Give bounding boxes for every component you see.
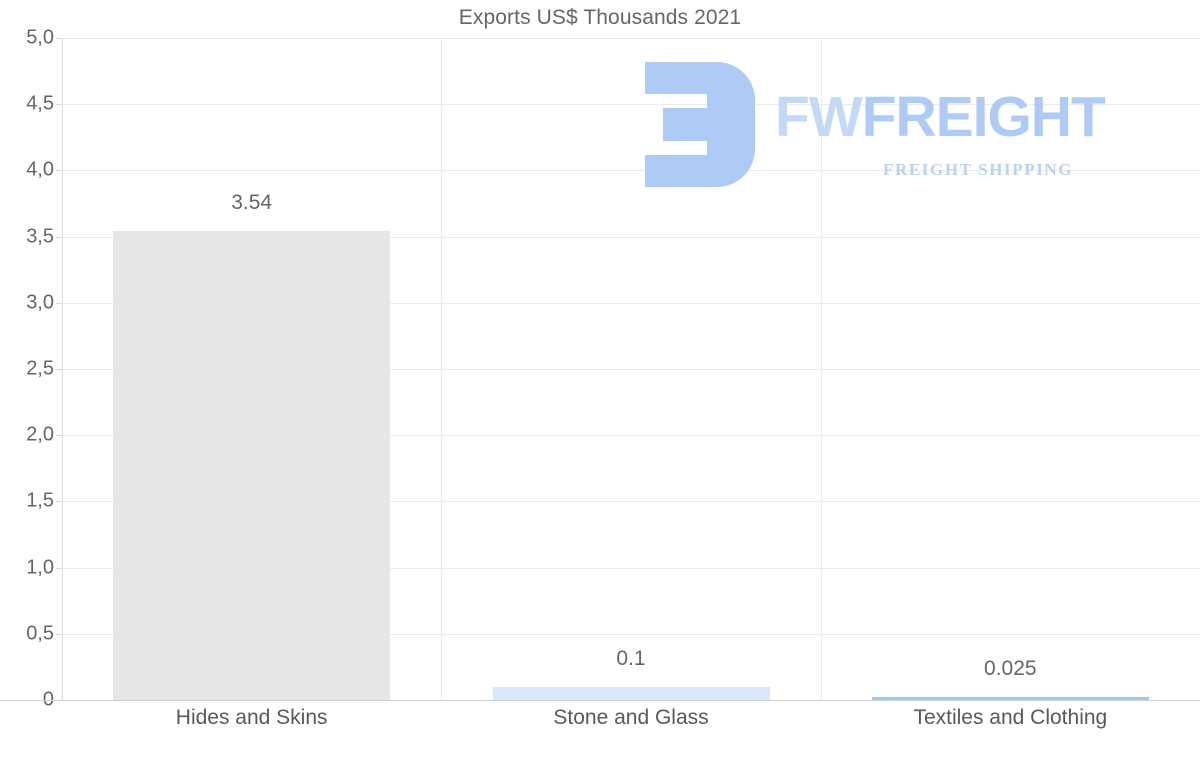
x-axis-category-label: Textiles and Clothing xyxy=(913,706,1108,729)
y-axis-tick xyxy=(56,104,62,106)
plot-area: 00,51,01,52,02,53,03,54,04,55,03.540.10.… xyxy=(26,27,1200,711)
y-axis-tick xyxy=(56,567,62,569)
gridline xyxy=(62,633,1200,635)
x-axis-line xyxy=(0,700,1200,701)
category-separator xyxy=(441,38,442,700)
x-axis-category-label: Stone and Glass xyxy=(553,706,709,729)
gridline xyxy=(62,38,1200,39)
y-axis-tick xyxy=(56,633,62,635)
y-axis-tick-label: 2,0 xyxy=(26,423,54,446)
y-axis-tick-label: 1,0 xyxy=(26,556,54,579)
bar-value-label: 3.54 xyxy=(231,191,273,215)
gridline xyxy=(62,302,1200,304)
bar-value-label: 0.1 xyxy=(616,646,646,670)
gridline xyxy=(62,104,1200,106)
y-axis-tick-label: 4,0 xyxy=(26,158,54,181)
y-axis-tick-label: 2,5 xyxy=(26,357,54,380)
y-axis-tick-label: 0,5 xyxy=(26,622,54,645)
y-axis-tick xyxy=(56,369,62,370)
y-axis-tick xyxy=(56,170,62,172)
chart-title: Exports US$ Thousands 2021 xyxy=(458,6,742,29)
bar[interactable] xyxy=(492,686,770,700)
gridline xyxy=(62,567,1200,569)
y-axis-tick xyxy=(56,302,62,304)
y-axis-tick xyxy=(56,501,62,503)
y-axis-tick-label: 4,5 xyxy=(26,92,54,115)
y-axis-tick-label: 1,5 xyxy=(26,489,54,512)
y-axis-tick xyxy=(56,236,62,238)
x-axis-category-label: Hides and Skins xyxy=(175,706,328,729)
y-axis-tick-label: 3,5 xyxy=(26,225,54,248)
bar[interactable] xyxy=(871,696,1149,700)
category-separator xyxy=(821,38,822,700)
bar[interactable] xyxy=(113,231,391,700)
y-axis-tick xyxy=(56,435,62,437)
gridline xyxy=(62,501,1200,503)
y-axis-tick-label: 0 xyxy=(0,689,54,712)
gridline xyxy=(62,236,1200,238)
gridline xyxy=(62,435,1200,437)
y-axis-tick-label: 5,0 xyxy=(26,26,54,49)
y-axis-tick-label: 3,0 xyxy=(26,291,54,314)
gridline xyxy=(62,369,1200,370)
y-axis-tick xyxy=(56,38,62,39)
bar-value-label: 0.025 xyxy=(984,656,1037,680)
gridline xyxy=(62,170,1200,172)
